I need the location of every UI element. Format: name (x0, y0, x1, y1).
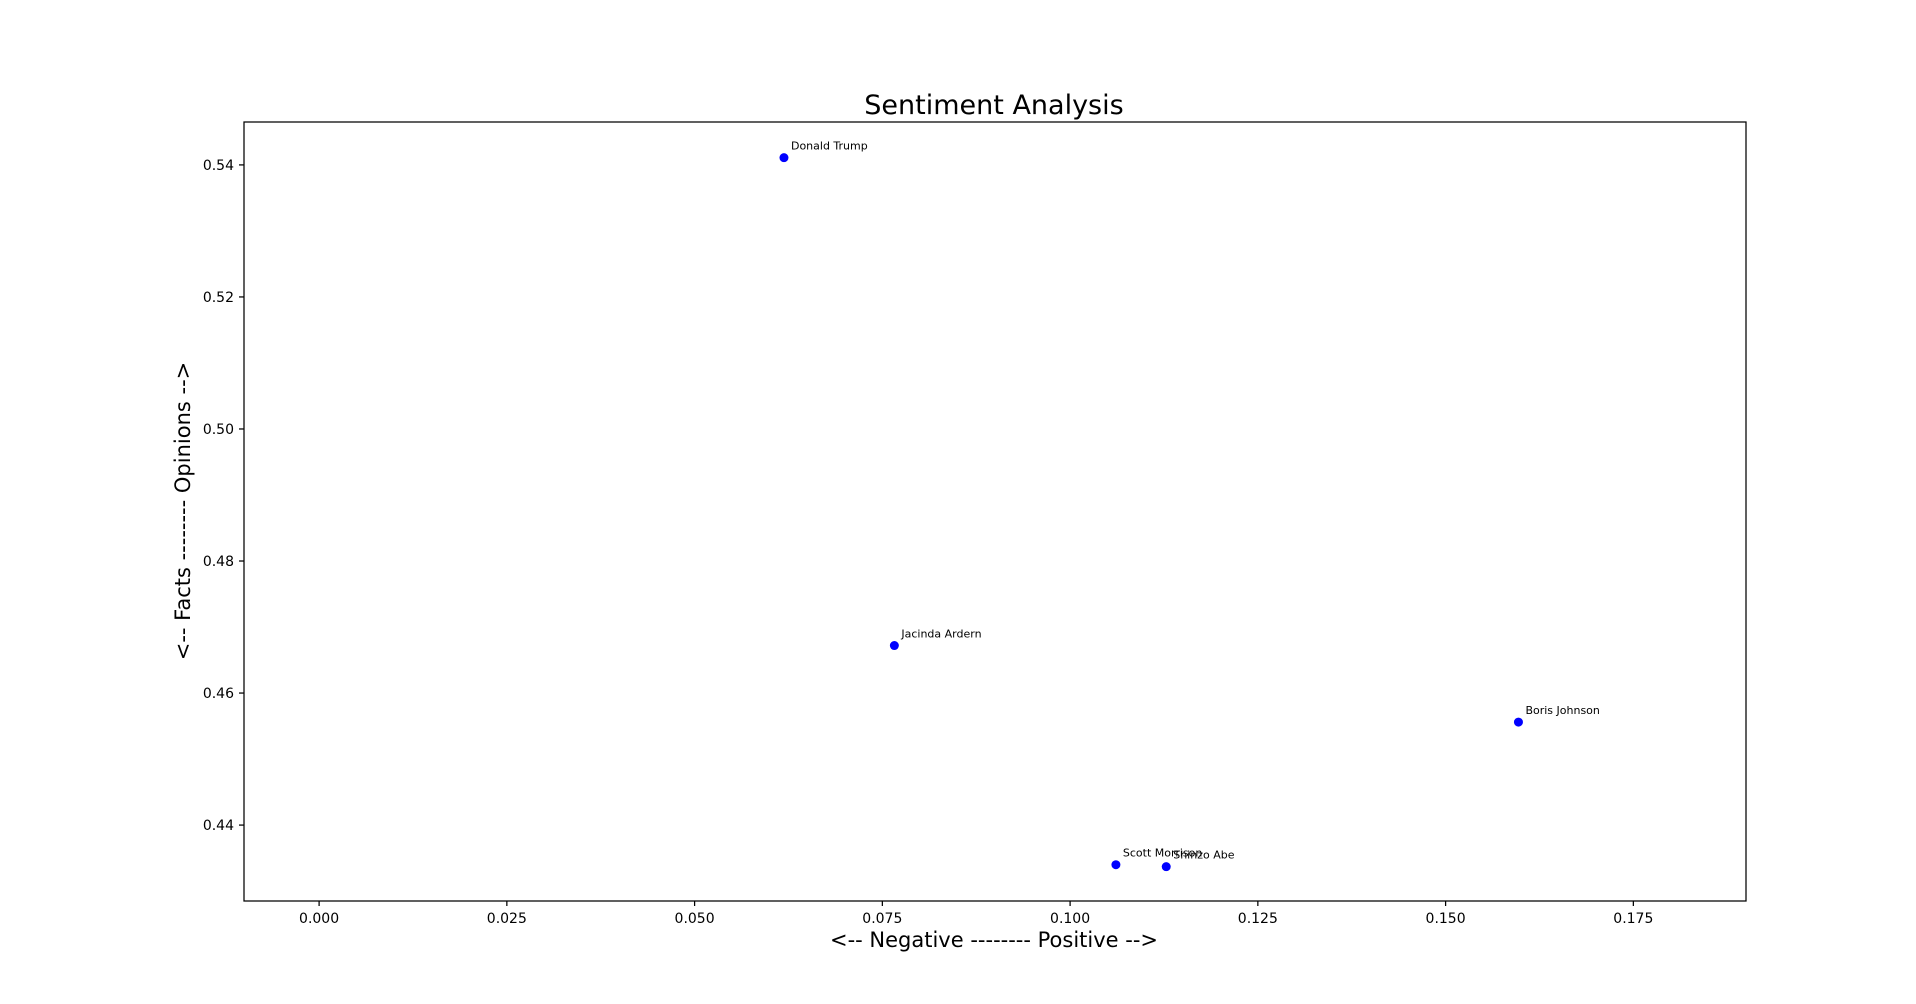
point-label: Shinzo Abe (1173, 849, 1234, 862)
chart-title: Sentiment Analysis (864, 90, 1123, 121)
y-tick-label: 0.50 (203, 422, 234, 438)
x-tick-label: 0.025 (487, 911, 527, 927)
data-points: Donald Trump Jacinda Ardern Boris Johnson S… (779, 140, 1600, 872)
data-point (779, 153, 789, 163)
data-point (1111, 860, 1121, 870)
data-point (1161, 862, 1171, 872)
y-tick-label: 0.46 (203, 686, 234, 702)
x-axis: 0.000 0.025 0.050 0.075 0.100 0.125 0.150 0.175 (299, 901, 1653, 927)
y-tick-label: 0.44 (203, 818, 234, 834)
x-tick-label: 0.000 (299, 911, 339, 927)
y-axis-label: <-- Facts -------- Opinions --> (171, 362, 195, 661)
x-tick-label: 0.050 (675, 911, 715, 927)
x-tick-label: 0.075 (862, 911, 902, 927)
x-tick-label: 0.125 (1238, 911, 1278, 927)
point-label: Boris Johnson (1525, 704, 1599, 717)
x-axis-label: <-- Negative -------- Positive --> (830, 928, 1158, 952)
data-point (889, 641, 899, 651)
plot-area (243, 121, 1747, 902)
point-label: Scott Morrison (1123, 847, 1202, 860)
y-tick-label: 0.48 (203, 554, 234, 570)
y-tick-label: 0.52 (203, 290, 234, 306)
x-tick-label: 0.100 (1050, 911, 1090, 927)
y-tick-label: 0.54 (203, 158, 234, 174)
point-label: Jacinda Ardern (900, 628, 981, 641)
x-tick-label: 0.175 (1613, 911, 1653, 927)
data-point (1513, 717, 1523, 727)
point-label: Donald Trump (791, 140, 868, 153)
y-axis: 0.44 0.46 0.48 0.50 0.52 0.54 (203, 158, 244, 834)
x-tick-label: 0.150 (1426, 911, 1466, 927)
